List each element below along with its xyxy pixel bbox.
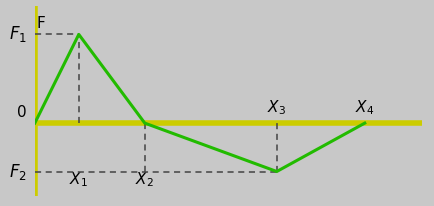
Text: $F_1$: $F_1$ xyxy=(9,24,27,44)
Text: F: F xyxy=(37,15,46,30)
Text: $F_2$: $F_2$ xyxy=(9,162,27,181)
Text: $X_4$: $X_4$ xyxy=(354,98,374,117)
Text: $X_1$: $X_1$ xyxy=(69,171,88,189)
Text: 0: 0 xyxy=(17,105,27,120)
Text: $X_3$: $X_3$ xyxy=(266,98,286,117)
Text: $X_2$: $X_2$ xyxy=(135,171,154,189)
